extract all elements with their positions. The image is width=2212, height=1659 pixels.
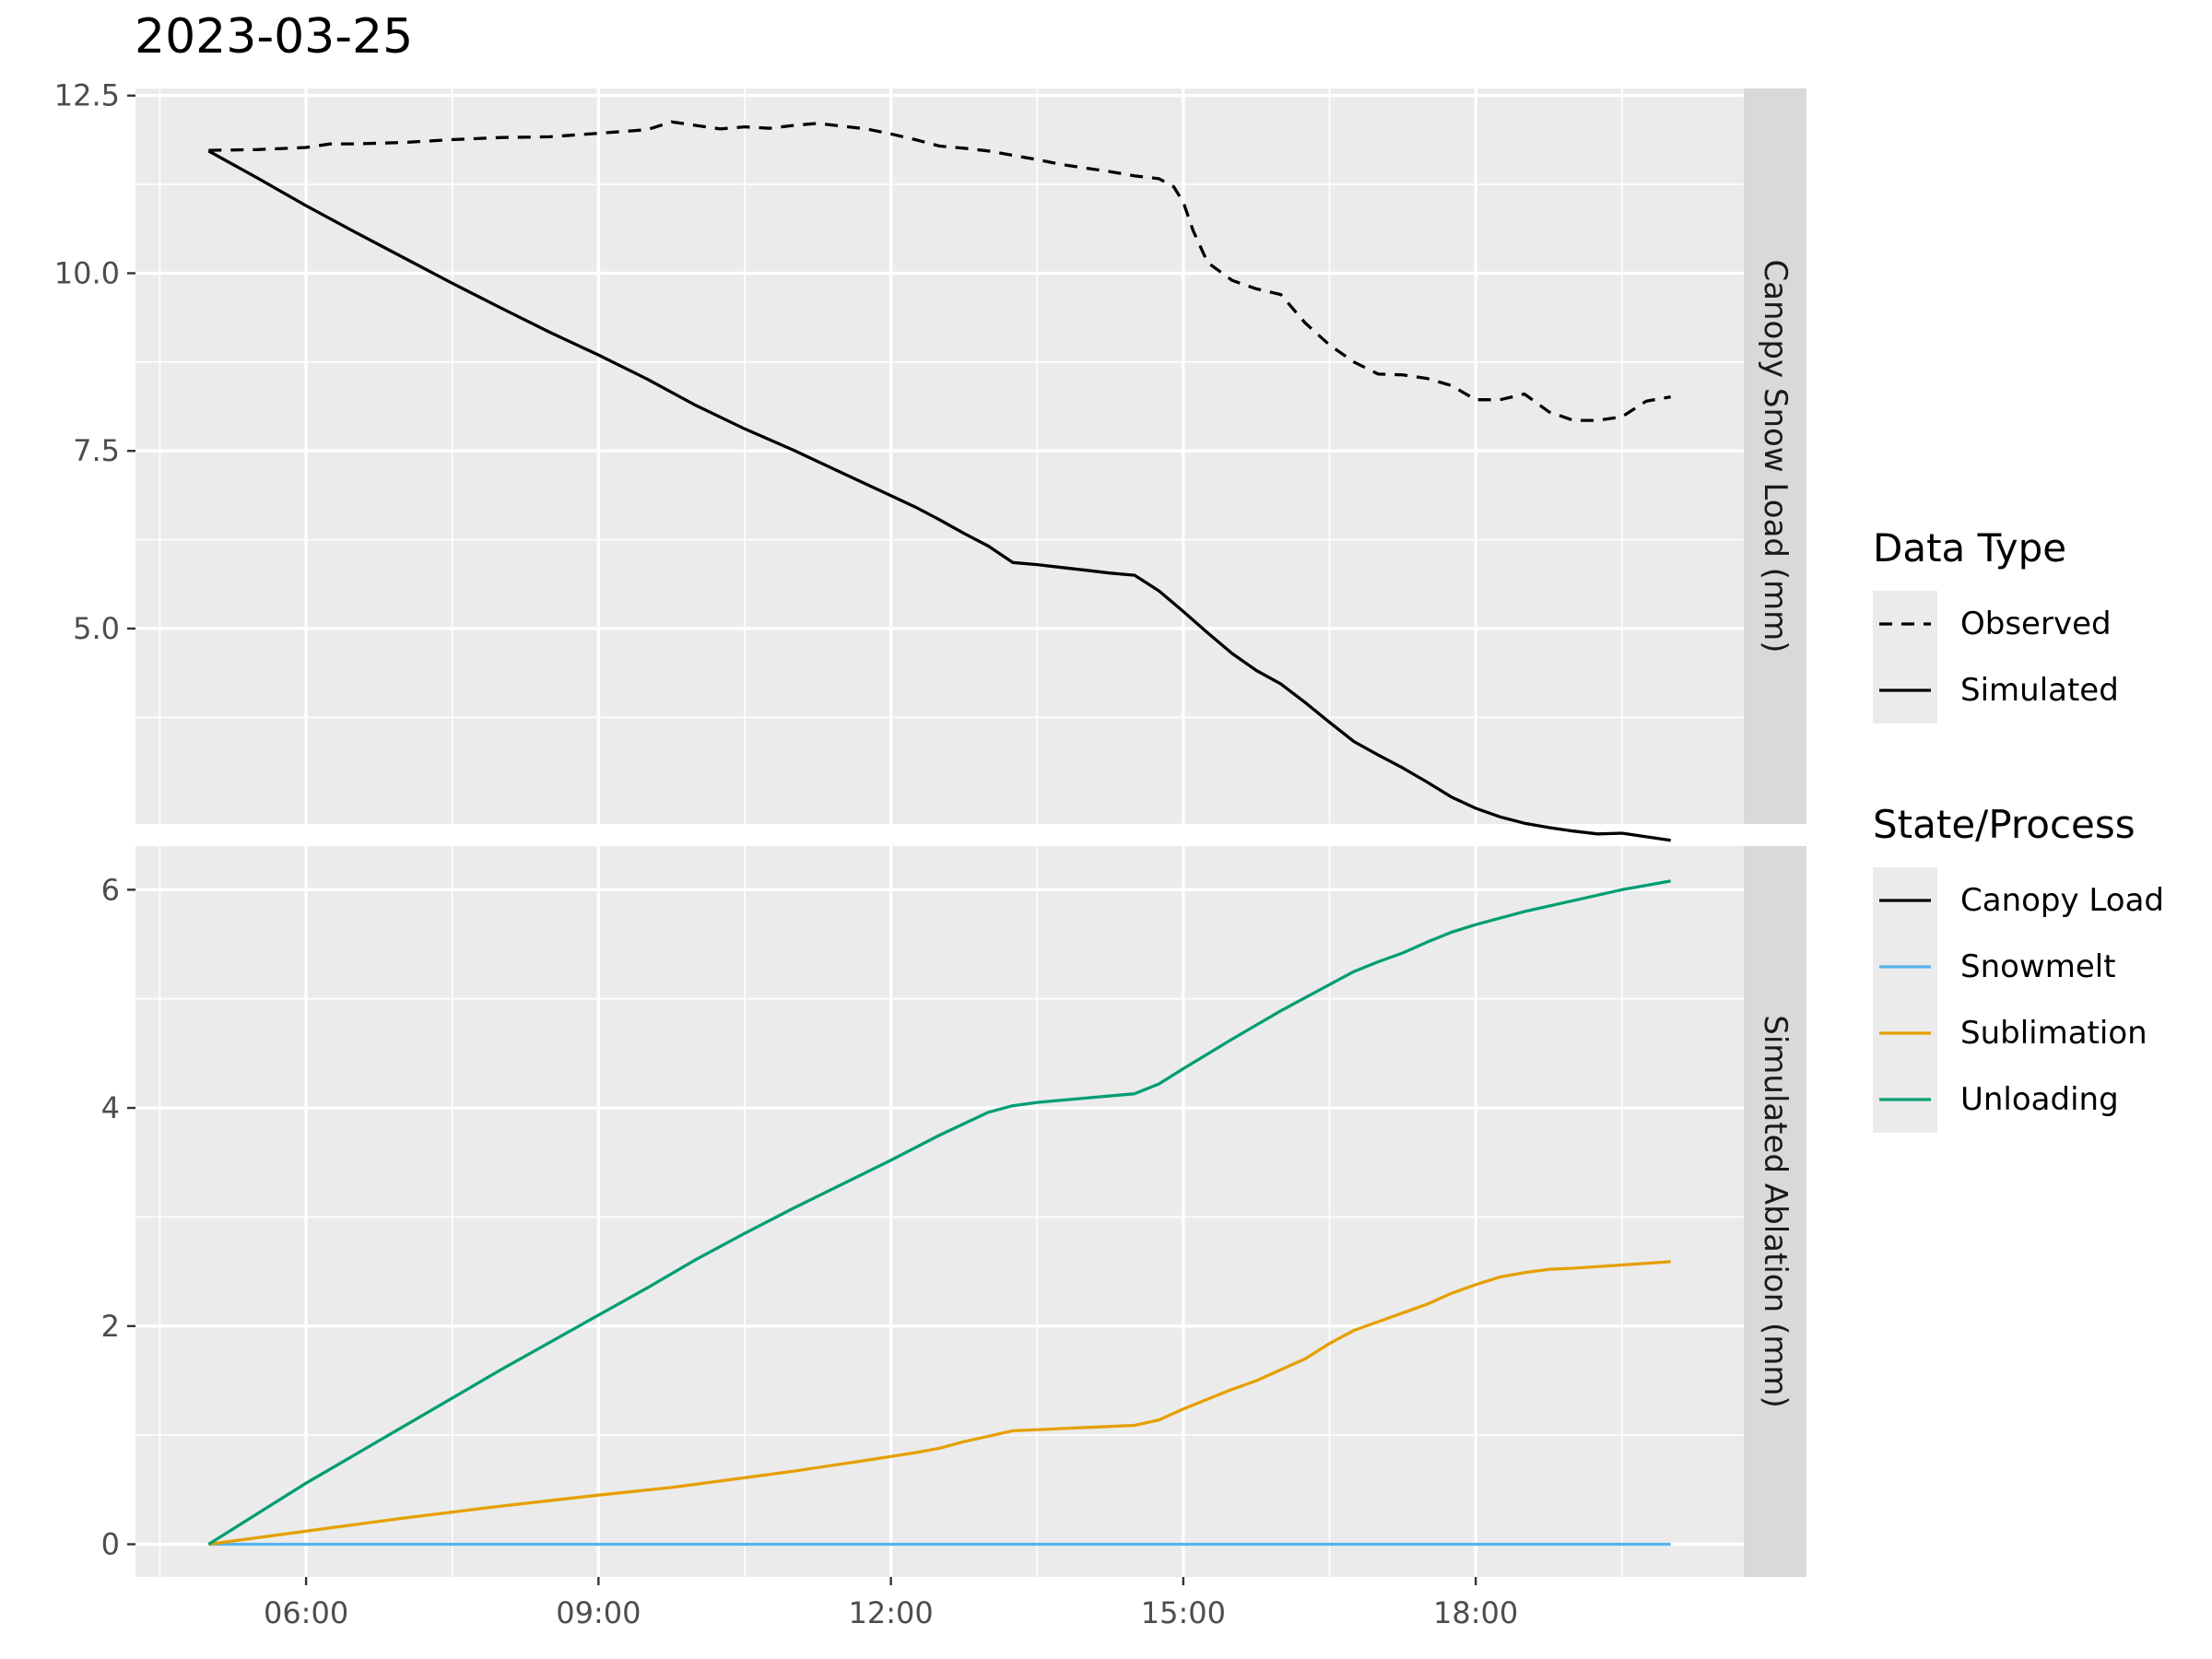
x-tick-label: 06:00 xyxy=(264,1595,348,1630)
x-tick-label: 09:00 xyxy=(556,1595,641,1630)
legend-title: State/Process xyxy=(1873,802,2136,847)
y-tick-label: 5.0 xyxy=(73,611,120,646)
facet-strip-label: Simulated Ablation (mm) xyxy=(1757,1015,1794,1407)
legend-label: Snowmelt xyxy=(1960,948,2116,985)
facet-strip xyxy=(1744,846,1806,1577)
y-tick-label: 4 xyxy=(101,1090,120,1125)
series-line-simulated xyxy=(207,149,1671,842)
y-tick-label: 10.0 xyxy=(54,255,120,290)
y-tick-label: 2 xyxy=(101,1309,120,1344)
x-tick-label: 15:00 xyxy=(1141,1595,1226,1630)
legend-label: Simulated xyxy=(1960,672,2119,709)
y-tick-label: 6 xyxy=(101,872,120,907)
chart-title: 2023-03-25 xyxy=(135,9,413,65)
legend-2: State/Process Canopy Load Snowmelt Sublimat… xyxy=(1873,802,2164,1133)
facet-panel-2: 0 2 4 6 06:00 09:00 12:00 15:00 18:00 Simulated A… xyxy=(101,846,1806,1630)
legend-label: Unloading xyxy=(1960,1081,2119,1118)
legend-title: Data Type xyxy=(1873,525,2066,571)
panel-background xyxy=(135,846,1744,1577)
facet-strip-label: Canopy Snow Load (mm) xyxy=(1757,259,1794,653)
legend-label: Sublimation xyxy=(1960,1015,2147,1052)
legend-label: Canopy Load xyxy=(1960,882,2164,919)
y-tick-label: 7.5 xyxy=(73,433,120,468)
facet-panel-1: 5.0 7.5 10.0 12.5 Canopy Snow Load (mm) xyxy=(54,78,1806,842)
x-tick-label: 12:00 xyxy=(849,1595,934,1630)
y-tick-label: 12.5 xyxy=(54,78,120,113)
series-line-sublimation xyxy=(208,1260,1671,1547)
legend-1: Data Type Observed Simulated xyxy=(1873,525,2119,724)
facet-strip xyxy=(1744,88,1806,824)
legend-label: Observed xyxy=(1960,606,2112,642)
panel-background xyxy=(135,88,1744,824)
x-tick-label: 18:00 xyxy=(1433,1595,1518,1630)
series-line-unloading xyxy=(207,879,1671,1546)
y-tick-label: 0 xyxy=(101,1526,120,1561)
chart-legends: Data Type Observed Simulated State/Process C… xyxy=(1873,525,2164,1133)
